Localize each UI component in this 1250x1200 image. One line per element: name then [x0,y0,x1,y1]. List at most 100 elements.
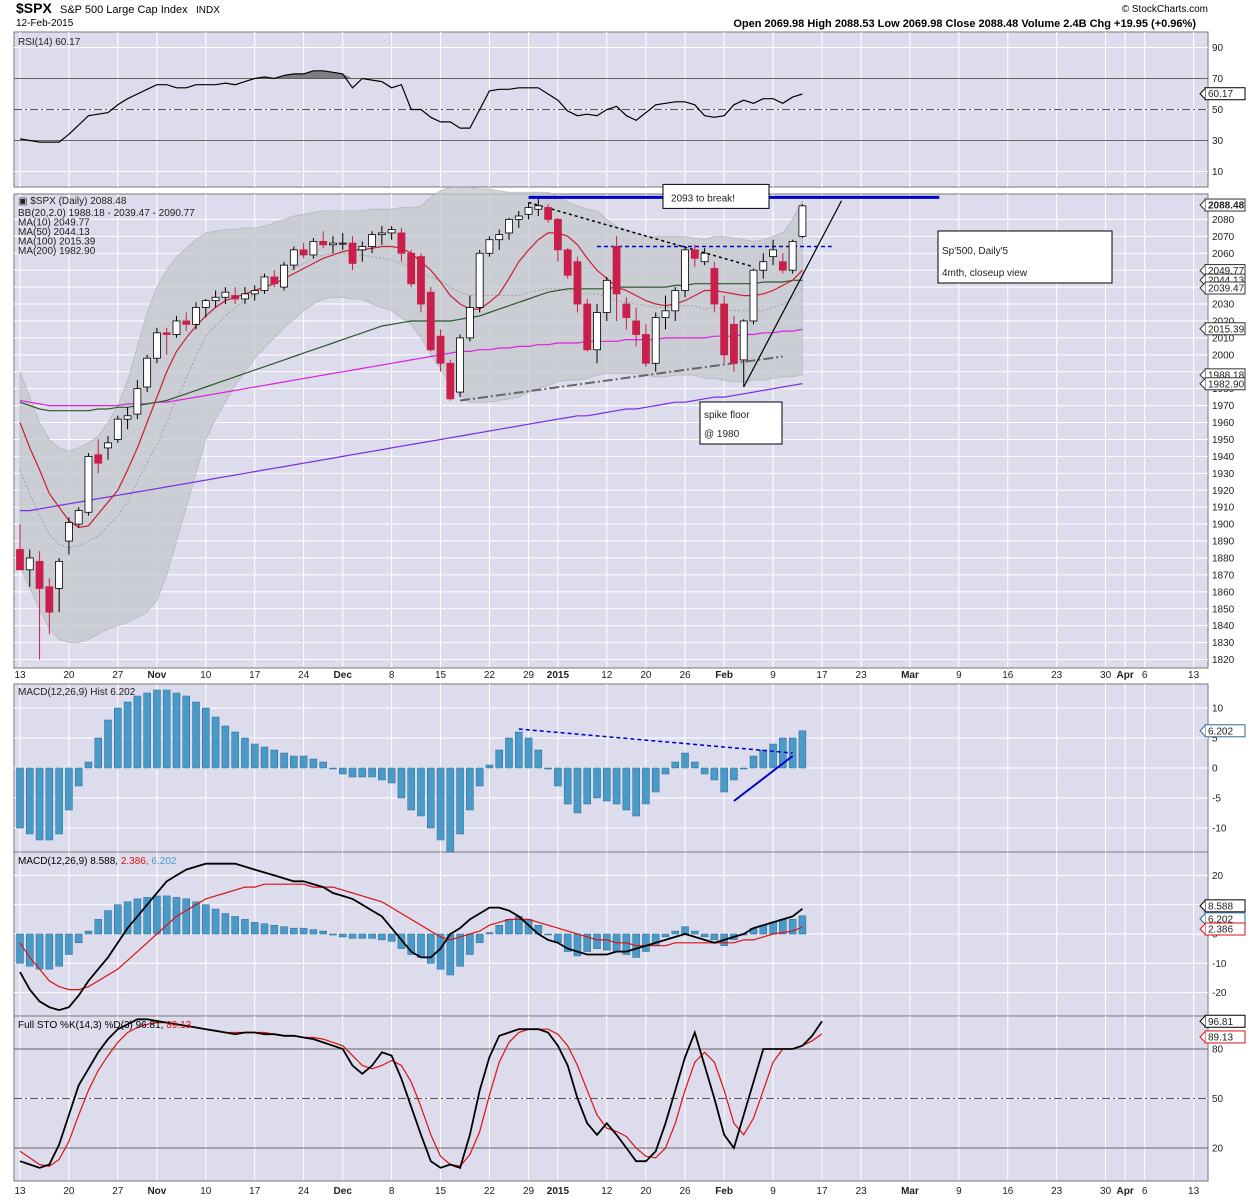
price-badge-pointer [1199,199,1206,211]
hist-bar [583,767,591,805]
candle-body [681,249,689,291]
x-tick-label: 26 [679,670,691,681]
macd-hist-bar [407,933,415,955]
hist-bar [691,761,699,769]
hist-bar [16,767,24,829]
y-tick-label: 2060 [1212,249,1235,260]
macd-hist-bar [593,933,601,949]
x-tick-label: 13 [1188,670,1200,681]
y-tick-label: 2020 [1212,316,1235,327]
rsi-line [19,70,803,143]
index-name-label: S&P 500 Large Cap Index [60,4,188,16]
hist-bar [368,767,376,778]
candle-body [524,207,533,215]
candle-body [505,218,513,234]
y-tick-label: 2000 [1212,350,1235,361]
hist-bar [299,755,308,769]
candle-body [534,205,543,210]
candle-body [133,388,142,415]
price-badge-pointer [1199,323,1206,335]
x-tick-label: 23 [1051,670,1063,681]
candle-body [514,215,523,220]
hist-bar [358,767,367,778]
hist-bar [387,767,396,784]
candle-body [35,560,44,589]
candle-body [143,357,152,388]
hist-bar [739,767,748,770]
candle-body [602,279,611,313]
ma50-line [19,279,803,412]
y-ticks: 10 5 0 -5 -10 [14,704,1227,835]
macd-badge: 2.386 [1208,925,1233,936]
candle-body [84,455,93,513]
hist-bar [671,761,680,769]
rsi-last-badge: 60.17 [1208,89,1233,100]
hist-bar [407,767,415,811]
candle-body [250,290,259,295]
legend-item: BB(20,2.0) 1988.18 - 2039.47 - 2090.77 [18,208,195,219]
hist-bar [231,731,239,769]
hist-bar [123,701,132,769]
ma200-line [20,383,803,512]
candle-body [465,307,474,339]
macd-hist-bar [642,933,650,952]
macd-hist-bar [84,930,93,935]
macd-hist-bar [466,933,474,955]
candle-body [45,586,54,613]
hist-bar [378,767,386,781]
hist-bar [260,746,269,769]
macd-hist-bar [583,933,591,952]
macd-hist-bar [348,933,357,939]
macd-hist-bar [192,901,200,935]
hist-bar [104,719,112,769]
hist-divergence-solid [733,755,794,802]
candle-body [153,332,161,359]
candle-body [387,229,396,234]
macd-hist-bar [769,922,777,935]
price-badge: 2039.47 [1208,284,1245,295]
candle-body [299,249,308,256]
hist-bar [114,707,122,769]
hist-bar [417,767,425,817]
x-tick-label: 8 [389,670,395,681]
hist-bar [241,737,249,769]
macd-hist-bar [338,933,347,938]
candle-body [329,242,337,246]
y-tick-label: 1870 [1212,570,1235,581]
macd-hist-bar [114,904,122,935]
hist-bar [290,755,298,769]
x-tick-label: 10 [200,1186,212,1197]
candle-body [475,252,484,308]
candle-body [749,269,758,322]
candle-body [661,310,670,318]
note-line-1: Sp'500, Daily'5 [942,246,1009,257]
candle-body [16,549,24,571]
macd-hist-bar [505,919,513,935]
y-tick-label: 1940 [1212,452,1235,463]
y-tick-label: 50 [1212,1094,1224,1105]
hist-bar [280,752,288,769]
ohlc-readout: Open 2069.98 High 2088.53 Low 2069.98 Cl… [733,18,1196,30]
candle-body [759,261,768,271]
hist-bar [759,749,768,769]
candle-body [338,242,347,245]
candle-body [55,560,64,589]
hist-bar [162,689,171,769]
panel-rsi: 90 70 50 30 10 [13,31,1224,188]
hist-bar [769,743,777,769]
x-tick-label: 13 [1188,1186,1200,1197]
price-badge-pointer [1199,265,1206,276]
macd-hist-bar [681,926,689,935]
macd-hist-bar [143,897,151,935]
hist-bar [250,743,259,769]
hist-bar [651,767,660,793]
candle-body [25,557,34,571]
macd-hist-bar [35,933,44,970]
spike-note-box [699,401,783,445]
macd-hist-bar [671,930,680,935]
x-tick-label: 8 [389,1186,395,1197]
hist-bar [456,767,464,835]
candle-body [377,232,386,236]
candle-body [456,337,465,393]
macd-title: MACD(12,26,9) 8.588, 2.386, 6.202 [18,856,177,867]
